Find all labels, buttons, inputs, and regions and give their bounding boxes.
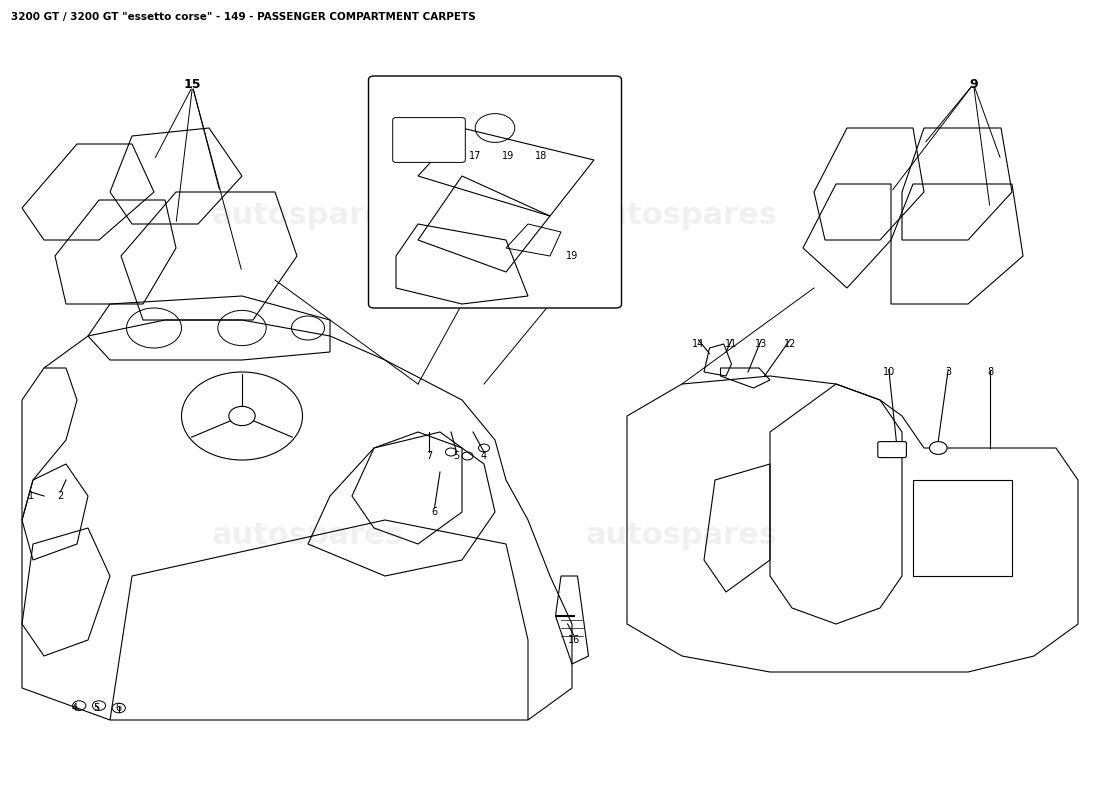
- Text: 6: 6: [431, 507, 438, 517]
- Text: 1: 1: [28, 491, 34, 501]
- Text: 13: 13: [755, 339, 768, 349]
- Text: 16: 16: [568, 635, 581, 645]
- Text: 5: 5: [94, 703, 100, 713]
- Text: autospares: autospares: [212, 522, 404, 550]
- FancyBboxPatch shape: [393, 118, 465, 162]
- Text: 7: 7: [426, 451, 432, 461]
- Text: 14: 14: [692, 339, 705, 349]
- Text: autospares: autospares: [586, 522, 778, 550]
- Text: 5: 5: [453, 451, 460, 461]
- Text: 17: 17: [469, 151, 482, 161]
- Text: 11: 11: [725, 339, 738, 349]
- Text: 6: 6: [116, 703, 122, 713]
- Text: autospares: autospares: [586, 202, 778, 230]
- Text: 2: 2: [57, 491, 64, 501]
- Text: 12: 12: [783, 339, 796, 349]
- FancyBboxPatch shape: [368, 76, 621, 308]
- Circle shape: [930, 442, 947, 454]
- Text: 4: 4: [72, 703, 78, 713]
- Text: 10: 10: [882, 367, 895, 377]
- Text: 3: 3: [945, 367, 952, 377]
- Text: 9: 9: [969, 78, 978, 90]
- Text: 19: 19: [565, 251, 579, 261]
- Text: 18: 18: [535, 151, 548, 161]
- Text: 15: 15: [184, 78, 201, 90]
- FancyBboxPatch shape: [878, 442, 906, 458]
- Text: 8: 8: [987, 367, 993, 377]
- Text: 3200 GT / 3200 GT "essetto corse" - 149 - PASSENGER COMPARTMENT CARPETS: 3200 GT / 3200 GT "essetto corse" - 149 …: [11, 12, 475, 22]
- Text: 4: 4: [481, 451, 487, 461]
- Text: autospares: autospares: [212, 202, 404, 230]
- Text: 19: 19: [502, 151, 515, 161]
